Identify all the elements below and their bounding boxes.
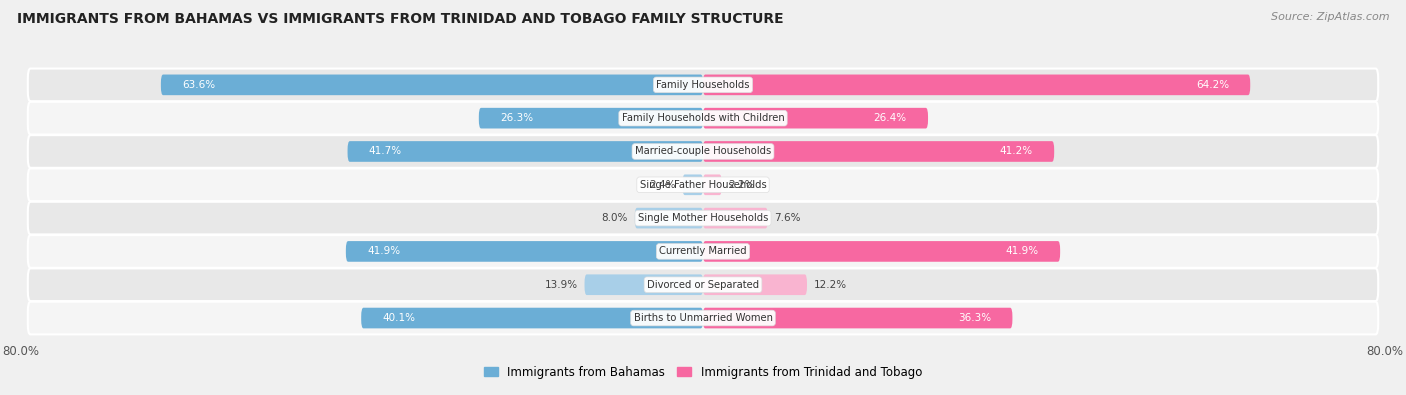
FancyBboxPatch shape xyxy=(28,302,1378,335)
Text: 13.9%: 13.9% xyxy=(544,280,578,290)
Legend: Immigrants from Bahamas, Immigrants from Trinidad and Tobago: Immigrants from Bahamas, Immigrants from… xyxy=(479,361,927,384)
Text: 2.4%: 2.4% xyxy=(650,180,676,190)
Text: Divorced or Separated: Divorced or Separated xyxy=(647,280,759,290)
Text: 41.2%: 41.2% xyxy=(1000,147,1033,156)
Text: Currently Married: Currently Married xyxy=(659,246,747,256)
FancyBboxPatch shape xyxy=(361,308,703,328)
FancyBboxPatch shape xyxy=(636,208,703,228)
Text: 26.4%: 26.4% xyxy=(873,113,907,123)
Text: 63.6%: 63.6% xyxy=(183,80,215,90)
Text: Family Households with Children: Family Households with Children xyxy=(621,113,785,123)
FancyBboxPatch shape xyxy=(703,75,1250,95)
FancyBboxPatch shape xyxy=(703,141,1054,162)
Text: 36.3%: 36.3% xyxy=(957,313,991,323)
FancyBboxPatch shape xyxy=(346,241,703,262)
Text: Family Households: Family Households xyxy=(657,80,749,90)
FancyBboxPatch shape xyxy=(160,75,703,95)
Text: 7.6%: 7.6% xyxy=(775,213,801,223)
FancyBboxPatch shape xyxy=(28,68,1378,101)
Text: 41.7%: 41.7% xyxy=(368,147,402,156)
FancyBboxPatch shape xyxy=(28,102,1378,134)
Text: 8.0%: 8.0% xyxy=(602,213,628,223)
Text: Births to Unmarried Women: Births to Unmarried Women xyxy=(634,313,772,323)
Text: 26.3%: 26.3% xyxy=(501,113,533,123)
Text: Source: ZipAtlas.com: Source: ZipAtlas.com xyxy=(1271,12,1389,22)
FancyBboxPatch shape xyxy=(28,202,1378,234)
FancyBboxPatch shape xyxy=(479,108,703,128)
FancyBboxPatch shape xyxy=(28,169,1378,201)
Text: 2.2%: 2.2% xyxy=(728,180,755,190)
FancyBboxPatch shape xyxy=(703,108,928,128)
FancyBboxPatch shape xyxy=(28,235,1378,268)
FancyBboxPatch shape xyxy=(703,275,807,295)
Text: 41.9%: 41.9% xyxy=(367,246,401,256)
FancyBboxPatch shape xyxy=(703,175,721,195)
Text: IMMIGRANTS FROM BAHAMAS VS IMMIGRANTS FROM TRINIDAD AND TOBAGO FAMILY STRUCTURE: IMMIGRANTS FROM BAHAMAS VS IMMIGRANTS FR… xyxy=(17,12,783,26)
FancyBboxPatch shape xyxy=(28,269,1378,301)
Text: 12.2%: 12.2% xyxy=(814,280,846,290)
Text: Single Mother Households: Single Mother Households xyxy=(638,213,768,223)
FancyBboxPatch shape xyxy=(703,208,768,228)
Text: Married-couple Households: Married-couple Households xyxy=(636,147,770,156)
FancyBboxPatch shape xyxy=(703,308,1012,328)
FancyBboxPatch shape xyxy=(703,241,1060,262)
FancyBboxPatch shape xyxy=(585,275,703,295)
Text: 64.2%: 64.2% xyxy=(1195,80,1229,90)
FancyBboxPatch shape xyxy=(682,175,703,195)
FancyBboxPatch shape xyxy=(28,135,1378,168)
FancyBboxPatch shape xyxy=(347,141,703,162)
Text: Single Father Households: Single Father Households xyxy=(640,180,766,190)
Text: 40.1%: 40.1% xyxy=(382,313,416,323)
Text: 41.9%: 41.9% xyxy=(1005,246,1039,256)
